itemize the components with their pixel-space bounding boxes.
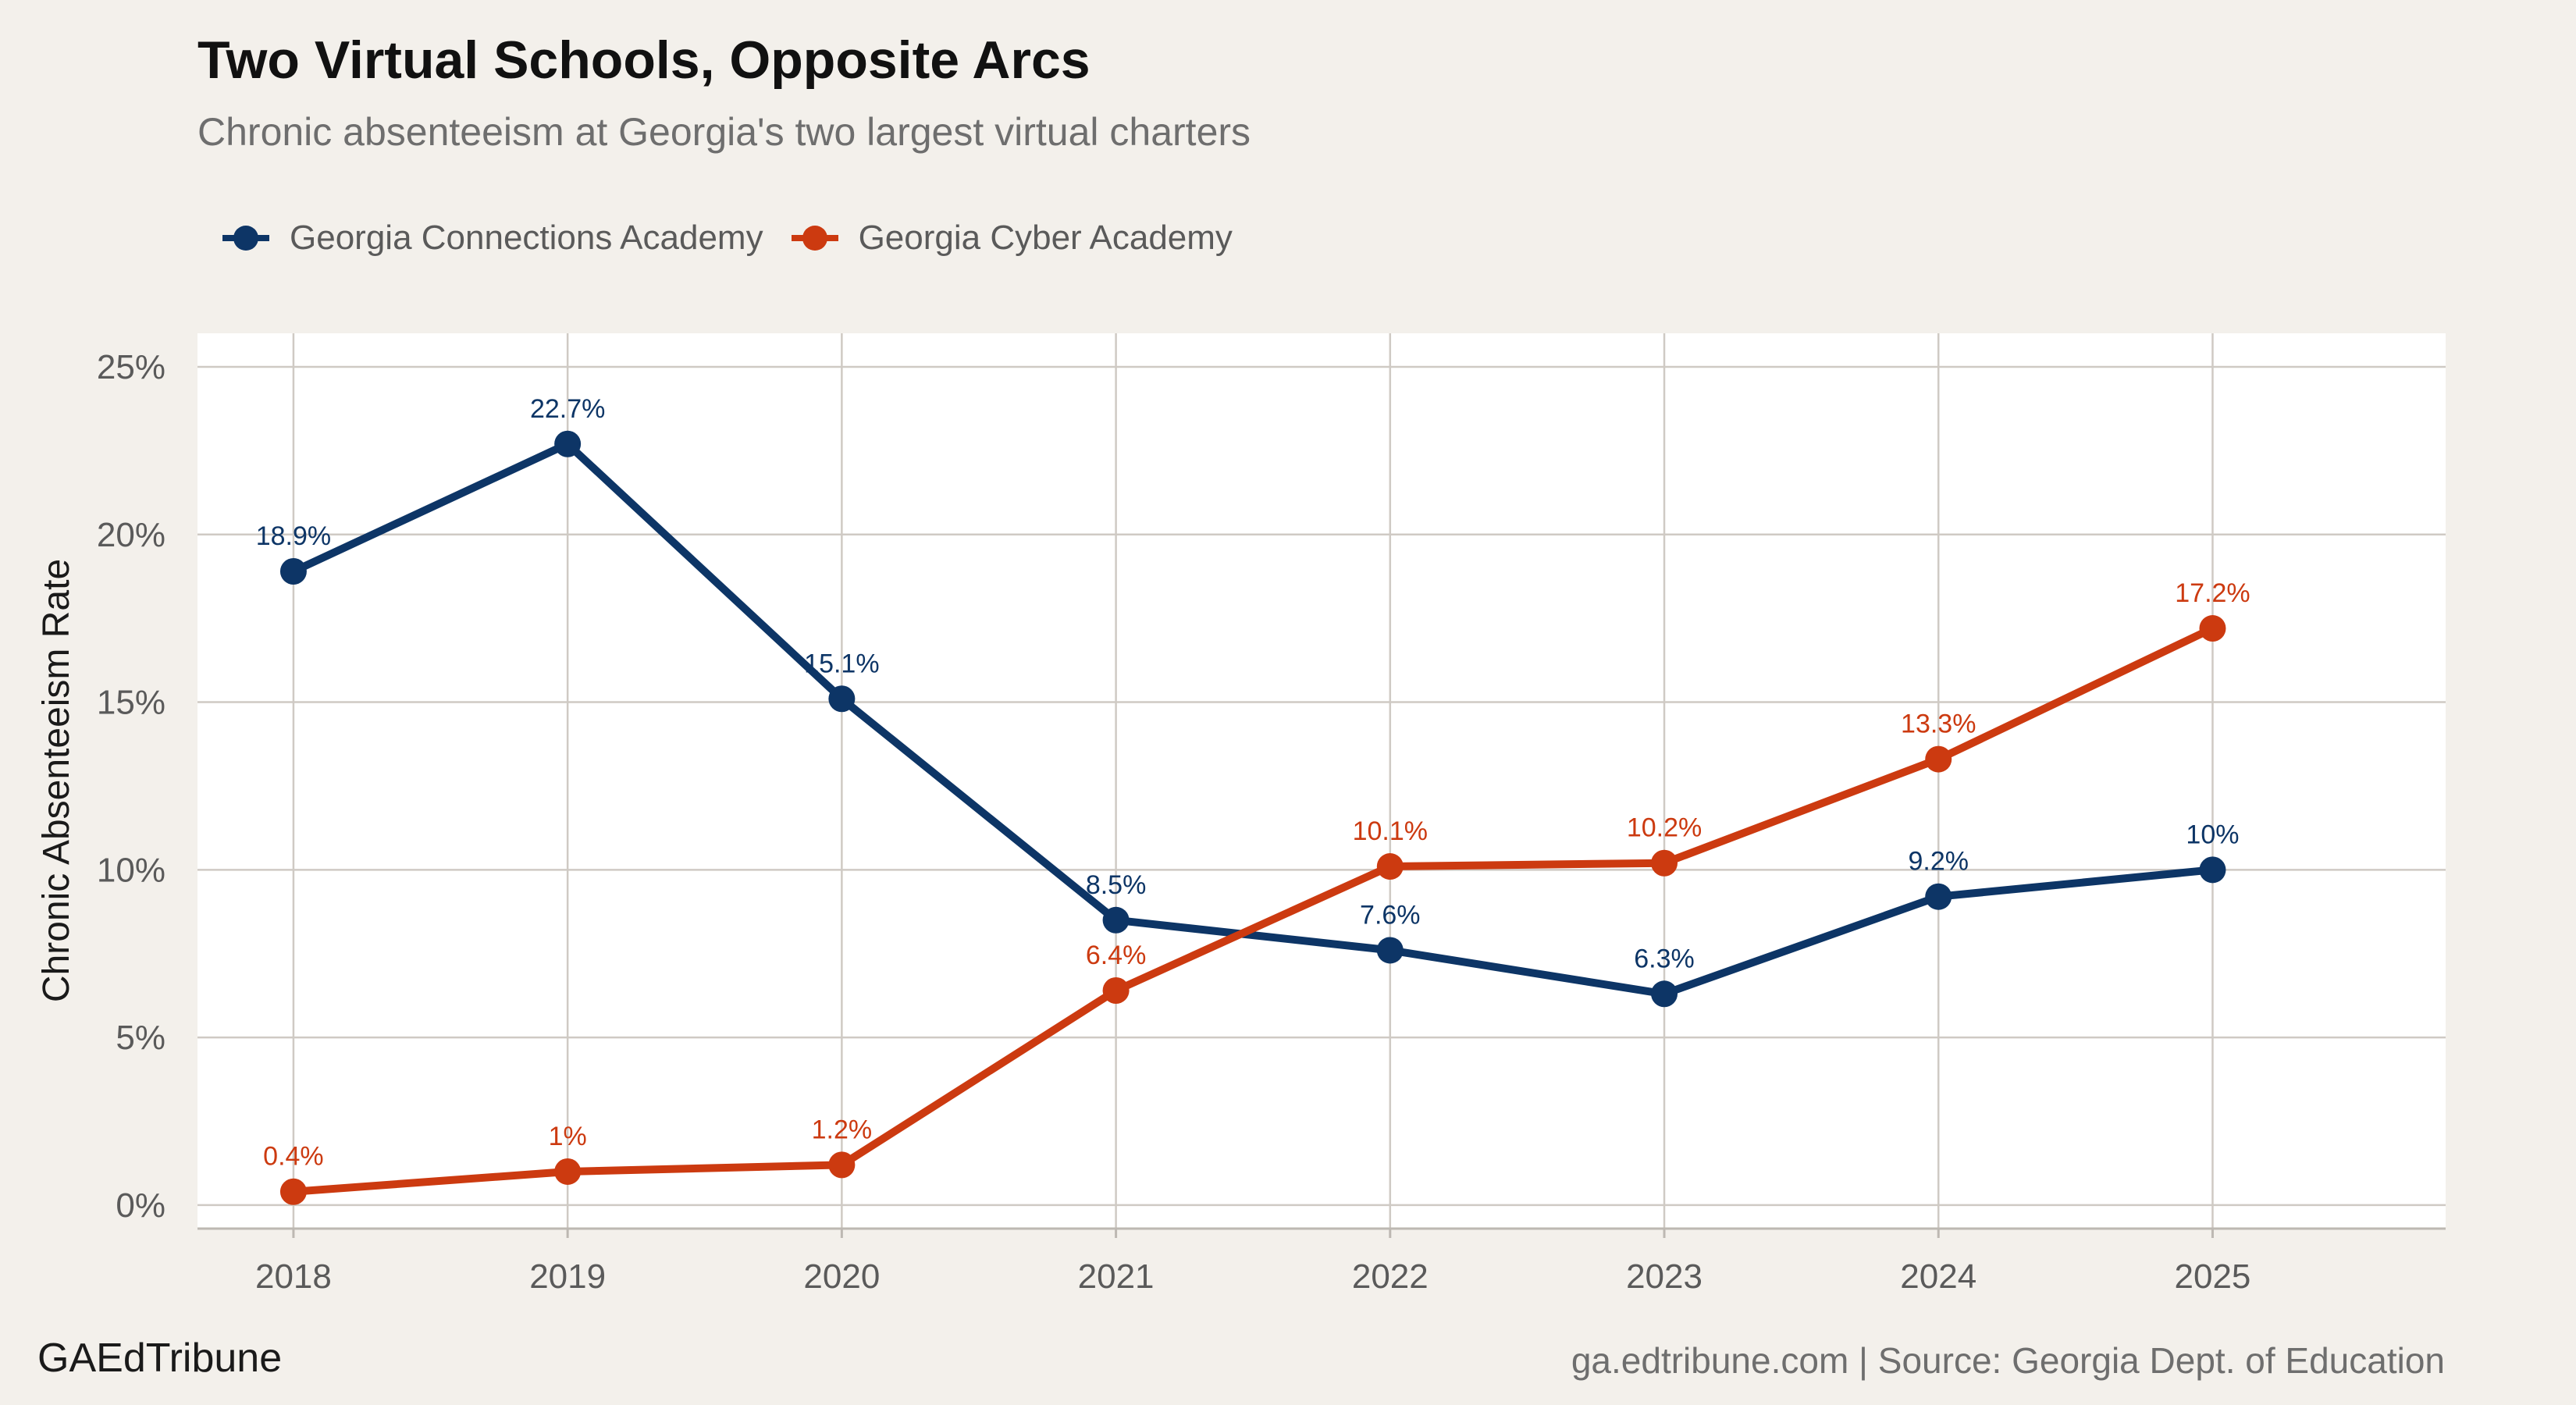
data-label: 10% — [2186, 820, 2239, 849]
chart-subtitle: Chronic absenteeism at Georgia's two lar… — [197, 110, 1251, 154]
data-point — [2199, 615, 2226, 642]
data-point — [1651, 849, 1678, 877]
data-label: 1.2% — [812, 1115, 873, 1144]
data-label: 8.5% — [1086, 870, 1147, 900]
series-line — [289, 439, 2217, 998]
data-label: 6.4% — [1086, 941, 1147, 970]
data-label: 0.4% — [263, 1142, 324, 1172]
data-point — [1925, 883, 1952, 910]
x-gridlines — [292, 333, 2214, 1229]
data-label: 15.1% — [804, 649, 879, 678]
y-tick-label: 15% — [97, 684, 165, 722]
data-point — [1102, 976, 1130, 1004]
data-point — [2199, 856, 2226, 884]
x-tick-label: 2023 — [1626, 1257, 1703, 1296]
series-layer: 18.9% 22.7% 15.1% 8.5% 7.6% 6.3% 9.2% 10% 0.4% 1%… — [256, 394, 2250, 1205]
x-tick-label: 2025 — [2175, 1257, 2251, 1296]
data-label: 22.7% — [530, 394, 605, 424]
source-note: ga.edtribune.com | Source: Georgia Dept.… — [1571, 1340, 2445, 1381]
data-label: 10.2% — [1627, 813, 1702, 843]
data-point — [554, 1158, 582, 1185]
data-label: 1% — [549, 1122, 587, 1151]
y-tick-label: 10% — [97, 851, 165, 889]
legend-label-cyber: Georgia Cyber Academy — [858, 219, 1233, 257]
data-label: 9.2% — [1908, 847, 1969, 877]
data-label: 10.1% — [1353, 816, 1428, 846]
legend-item-cyber: Georgia Cyber Academy — [791, 219, 1233, 258]
y-gridlines — [197, 365, 2446, 1207]
plot-panel — [197, 333, 2446, 1229]
y-tick-label: 20% — [97, 516, 165, 554]
data-point — [1925, 745, 1952, 773]
x-tick-labels: 2018 2019 2020 2021 2022 2023 2024 2025 — [255, 1229, 2250, 1296]
x-tick-label: 2018 — [255, 1257, 332, 1296]
x-tick-label: 2022 — [1352, 1257, 1429, 1296]
y-axis-label: Chronic Absenteeism Rate — [36, 559, 77, 1002]
data-point — [1376, 937, 1404, 964]
legend-key-connections — [222, 222, 269, 254]
x-tick-label: 2019 — [529, 1257, 606, 1296]
y-tick-label: 0% — [116, 1186, 165, 1225]
data-label: 7.6% — [1360, 900, 1421, 930]
series-cyber: 0.4% 1% 1.2% 6.4% 10.1% 10.2% 13.3% 17.2% — [263, 578, 2250, 1205]
y-tick-labels: 0% 5% 10% 15% 20% 25% — [97, 348, 165, 1225]
data-point — [828, 685, 856, 713]
data-point — [1651, 980, 1678, 1008]
series-connections: 18.9% 22.7% 15.1% 8.5% 7.6% 6.3% 9.2% 10% — [256, 394, 2239, 1008]
data-point — [1376, 853, 1404, 880]
brand-name: GAEdTribune — [37, 1336, 283, 1381]
legend-key-cyber — [791, 222, 838, 254]
x-tick-label: 2024 — [1900, 1257, 1976, 1296]
data-point — [554, 430, 582, 457]
data-point — [828, 1151, 856, 1179]
data-label: 6.3% — [1634, 944, 1695, 973]
data-point — [279, 1178, 307, 1205]
legend-label-connections: Georgia Connections Academy — [290, 219, 763, 257]
legend-item-connections: Georgia Connections Academy — [222, 219, 763, 258]
series-line — [289, 624, 2217, 1196]
chart-legend: Georgia Connections Academy Georgia Cybe… — [222, 211, 1261, 265]
data-point — [279, 558, 307, 585]
y-tick-label: 25% — [97, 348, 165, 386]
x-tick-label: 2021 — [1078, 1257, 1155, 1296]
data-label: 17.2% — [2175, 578, 2250, 608]
data-label: 18.9% — [256, 521, 331, 551]
x-tick-label: 2020 — [803, 1257, 880, 1296]
chart-title: Two Virtual Schools, Opposite Arcs — [197, 30, 1091, 90]
data-label: 13.3% — [1901, 710, 1976, 739]
data-point — [1102, 906, 1130, 934]
y-tick-label: 5% — [116, 1019, 165, 1057]
